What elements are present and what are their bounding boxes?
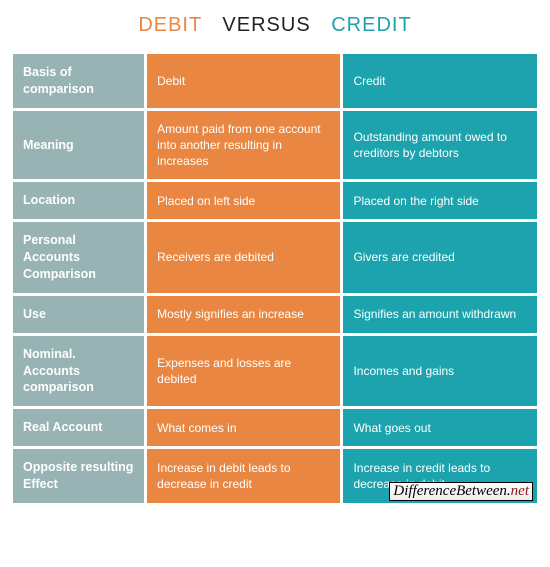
- row-label: Real Account: [13, 409, 144, 446]
- watermark-suffix: net: [511, 483, 529, 499]
- table-row: Nominal. Accounts comparisonExpenses and…: [13, 336, 537, 407]
- table-row: Opposite resulting EffectIncrease in deb…: [13, 449, 537, 503]
- debit-cell: What comes in: [147, 409, 340, 446]
- debit-cell: Placed on left side: [147, 182, 340, 219]
- title-versus: VERSUS: [222, 14, 310, 36]
- row-label: Location: [13, 182, 144, 219]
- table-row: Real AccountWhat comes inWhat goes out: [13, 409, 537, 446]
- table-row: LocationPlaced on left sidePlaced on the…: [13, 182, 537, 219]
- credit-cell: Placed on the right side: [343, 182, 537, 219]
- comparison-infographic: DEBIT VERSUS CREDIT Basis of comparisonD…: [0, 0, 550, 516]
- debit-cell: Debit: [147, 54, 340, 108]
- row-label: Personal Accounts Comparison: [13, 222, 144, 293]
- table-row: MeaningAmount paid from one account into…: [13, 111, 537, 180]
- row-label: Use: [13, 296, 144, 333]
- credit-cell: Increase in credit leads to decrease in …: [343, 449, 537, 503]
- row-label: Meaning: [13, 111, 144, 180]
- watermark: DifferenceBetween.net: [389, 482, 533, 501]
- credit-cell: Givers are credited: [343, 222, 537, 293]
- credit-cell: Credit: [343, 54, 537, 108]
- title-credit: CREDIT: [331, 14, 411, 36]
- watermark-prefix: DifferenceBetween.: [393, 483, 510, 499]
- title-debit: DEBIT: [138, 14, 202, 36]
- credit-cell: Signifies an amount withdrawn: [343, 296, 537, 333]
- debit-cell: Amount paid from one account into anothe…: [147, 111, 340, 180]
- table-row: UseMostly signifies an increaseSignifies…: [13, 296, 537, 333]
- row-label: Basis of comparison: [13, 54, 144, 108]
- table-row: Basis of comparisonDebitCredit: [13, 54, 537, 108]
- credit-cell: What goes out: [343, 409, 537, 446]
- comparison-table: Basis of comparisonDebitCreditMeaningAmo…: [10, 51, 540, 506]
- row-label: Opposite resulting Effect: [13, 449, 144, 503]
- row-label: Nominal. Accounts comparison: [13, 336, 144, 407]
- credit-cell: Incomes and gains: [343, 336, 537, 407]
- debit-cell: Expenses and losses are debited: [147, 336, 340, 407]
- title-row: DEBIT VERSUS CREDIT: [10, 6, 540, 51]
- debit-cell: Receivers are debited: [147, 222, 340, 293]
- credit-cell: Outstanding amount owed to creditors by …: [343, 111, 537, 180]
- debit-cell: Mostly signifies an increase: [147, 296, 340, 333]
- debit-cell: Increase in debit leads to decrease in c…: [147, 449, 340, 503]
- table-row: Personal Accounts ComparisonReceivers ar…: [13, 222, 537, 293]
